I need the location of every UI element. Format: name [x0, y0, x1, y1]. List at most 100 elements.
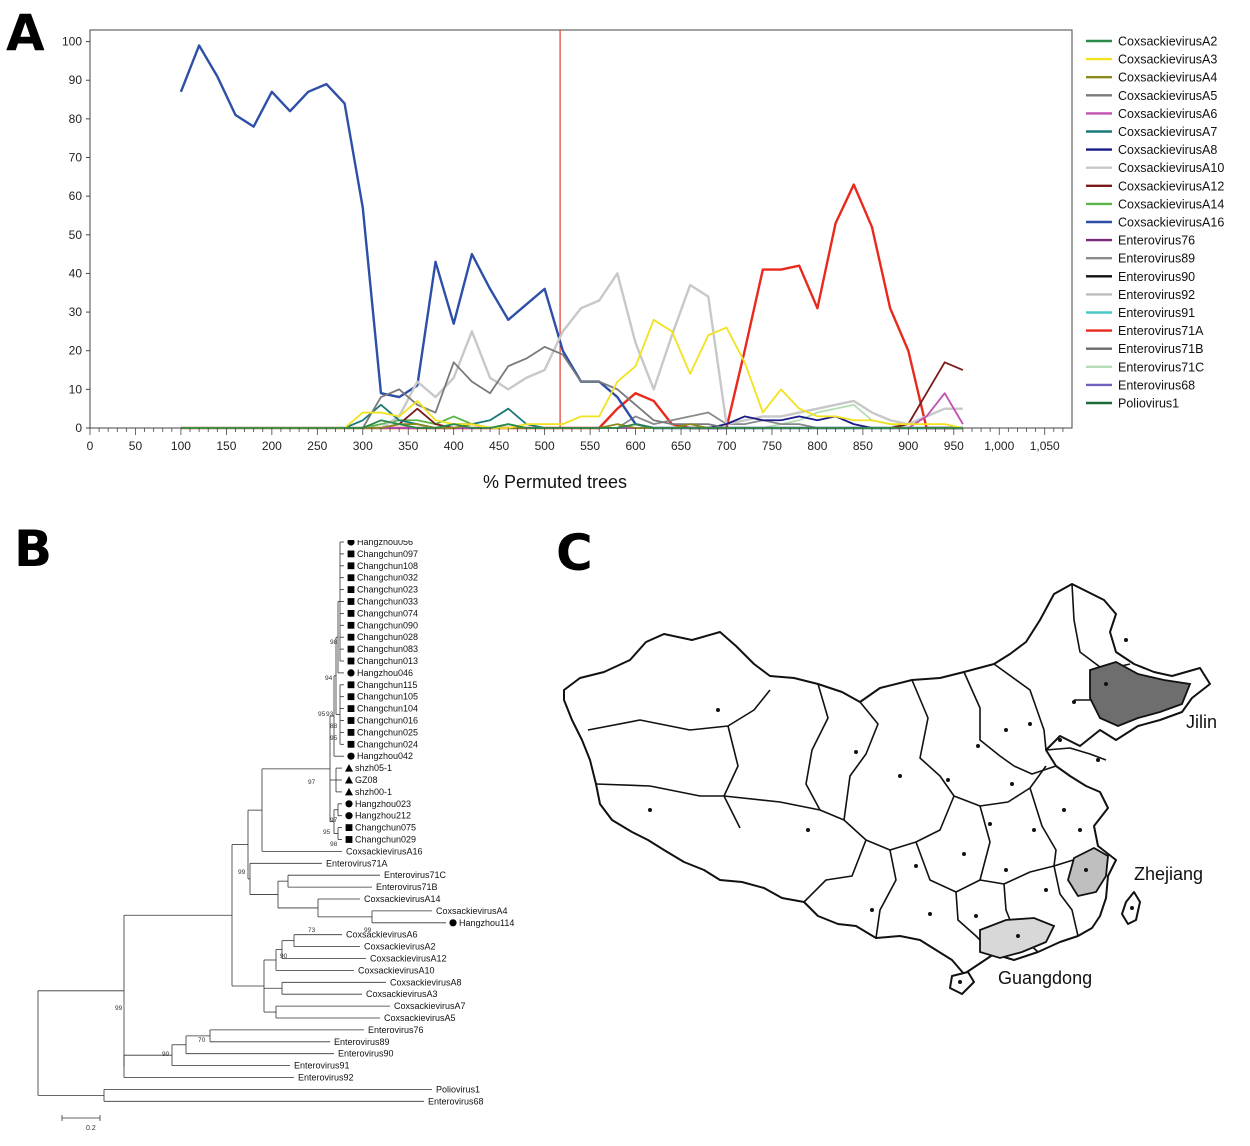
x-tick-label: 300	[353, 439, 373, 453]
tree-leaf-label: Hangzhou114	[459, 918, 514, 928]
legend-label: CoxsackievirusA2	[1118, 35, 1217, 49]
bootstrap-value: 99	[364, 927, 372, 934]
circle-marker-icon	[345, 800, 353, 808]
tree-leaf-label: Enterovirus89	[334, 1037, 390, 1047]
tree-leaf-label: Enterovirus71C	[384, 870, 447, 880]
legend-label: CoxsackievirusA4	[1118, 71, 1217, 85]
square-marker-icon	[347, 693, 355, 701]
legend-label: Enterovirus71B	[1118, 342, 1203, 356]
bootstrap-value: 90	[162, 1051, 170, 1058]
zhejiang-label: Zhejiang	[1134, 864, 1203, 884]
square-marker-icon	[347, 681, 355, 689]
y-tick-label: 80	[69, 112, 83, 126]
square-marker-icon	[345, 836, 353, 843]
x-tick-label: 900	[898, 439, 918, 453]
tree-leaf-label: Changchun097	[357, 549, 418, 559]
x-tick-label: 1,000	[984, 439, 1014, 453]
bootstrap-value: 88	[330, 723, 338, 730]
x-axis-title: % Permuted trees	[483, 472, 627, 492]
bootstrap-value: 98	[330, 841, 338, 848]
hainan-outline	[949, 971, 975, 995]
y-tick-label: 20	[69, 344, 83, 358]
x-tick-label: 400	[444, 439, 464, 453]
legend-label: Enterovirus92	[1118, 288, 1195, 302]
tree-leaf-label: Enterovirus92	[298, 1073, 354, 1083]
tree-leaf-label: Changchun025	[357, 727, 418, 737]
panel-b-label: B	[14, 520, 53, 578]
jilin-label: Jilin	[1186, 712, 1217, 732]
tree-leaf-label: Changchun029	[355, 835, 416, 845]
x-tick-label: 800	[807, 439, 827, 453]
tree-leaf-label: CoxsackievirusA6	[346, 930, 418, 940]
triangle-marker-icon	[345, 787, 353, 796]
x-tick-label: 650	[671, 439, 691, 453]
tree-leaf-label: Hangzhou212	[355, 811, 411, 821]
tree-leaf-label: Hangzhou046	[357, 668, 413, 678]
bootstrap-value: 97	[330, 817, 338, 824]
square-marker-icon	[347, 621, 355, 629]
guangdong-label: Guangdong	[998, 968, 1092, 988]
bootstrap-value: 99	[238, 869, 246, 876]
bootstrap-value: 95	[330, 735, 338, 742]
tree-leaf-label: CoxsackievirusA10	[358, 965, 435, 975]
square-marker-icon	[347, 574, 355, 582]
bootstrap-value: 70	[198, 1037, 206, 1044]
tree-leaf-label: CoxsackievirusA4	[436, 906, 508, 916]
legend-label: CoxsackievirusA8	[1118, 143, 1217, 157]
x-tick-label: 600	[626, 439, 646, 453]
square-marker-icon	[347, 645, 355, 653]
square-marker-icon	[347, 586, 355, 593]
plot-area	[89, 29, 1073, 429]
y-tick-label: 90	[69, 73, 83, 87]
legend-label: Enterovirus89	[1118, 252, 1195, 266]
province-borders	[587, 583, 1135, 955]
legend-label: Enterovirus71C	[1118, 360, 1204, 374]
legend-label: CoxsackievirusA14	[1118, 197, 1224, 211]
bootstrap-value: 73	[308, 927, 316, 934]
legend-label: Enterovirus91	[1118, 306, 1195, 320]
circle-marker-icon	[347, 752, 355, 760]
tree-leaf-label: CoxsackievirusA5	[384, 1013, 456, 1023]
panel-c-label: C	[556, 524, 593, 582]
legend-label: CoxsackievirusA7	[1118, 125, 1217, 139]
x-tick-label: 950	[944, 439, 964, 453]
tree-leaf-label: Changchun023	[357, 585, 418, 595]
bootstrap-value: 93	[326, 711, 334, 718]
square-marker-icon	[347, 717, 355, 724]
y-tick-label: 30	[69, 305, 83, 319]
tree-leaf-label: CoxsackievirusA14	[364, 894, 441, 904]
square-marker-icon	[347, 740, 355, 748]
tree-leaf-label: Hangzhou042	[357, 751, 413, 761]
tree-leaf-label: Enterovirus90	[338, 1049, 394, 1059]
square-marker-icon	[347, 729, 355, 736]
tree-leaf-label: Changchun105	[357, 692, 418, 702]
x-tick-label: 0	[87, 439, 94, 453]
triangle-marker-icon	[345, 776, 353, 784]
y-tick-label: 100	[62, 35, 82, 49]
tree-leaf-label: CoxsackievirusA12	[370, 954, 447, 964]
legend-label: CoxsackievirusA16	[1118, 216, 1224, 230]
bootstrap-value: 95	[318, 711, 326, 718]
tree-leaf-label: Changchun032	[357, 573, 418, 583]
scale-bar-label: 0.2	[86, 1125, 96, 1132]
tree-leaf-label: shzh00-1	[355, 787, 392, 797]
square-marker-icon	[347, 633, 355, 641]
legend-label: CoxsackievirusA3	[1118, 53, 1217, 67]
country-outline	[563, 583, 1211, 975]
bootstrap-value: 90	[280, 953, 288, 960]
tree-leaf-label: CoxsackievirusA3	[366, 989, 438, 999]
tree-leaf-label: Enterovirus91	[294, 1061, 350, 1071]
tree-leaf-label: Enterovirus71B	[376, 882, 438, 892]
y-tick-label: 50	[69, 228, 83, 242]
tree-leaf-label: Changchun074	[357, 608, 418, 618]
legend-label: Enterovirus68	[1118, 378, 1195, 392]
bootstrap-value: 94	[325, 675, 333, 682]
x-tick-label: 50	[129, 439, 143, 453]
tree-leaf-label: Changchun104	[357, 704, 418, 714]
tree-leaf-label: shzh05-1	[355, 763, 392, 773]
legend-label: CoxsackievirusA5	[1118, 89, 1217, 103]
square-marker-icon	[347, 598, 355, 605]
circle-marker-icon	[449, 919, 457, 927]
legend-label: CoxsackievirusA6	[1118, 107, 1217, 121]
y-tick-label: 0	[75, 421, 82, 435]
